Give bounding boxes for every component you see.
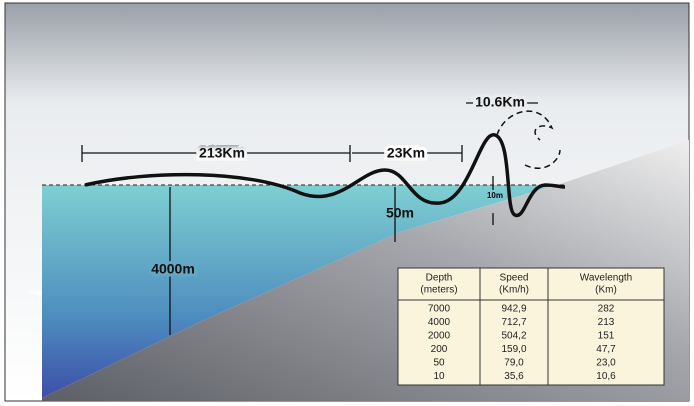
table-cell: 10 — [433, 371, 445, 382]
table-cell: 282 — [598, 304, 615, 315]
wave-height-shore: 10m — [487, 191, 503, 200]
table-cell: 47,7 — [596, 344, 616, 355]
table-cell: 23,0 — [596, 358, 616, 369]
table-header: Wavelength — [580, 273, 632, 284]
table-cell: 151 — [598, 331, 615, 342]
distance-long: 213Km — [199, 145, 245, 161]
table-cell: 35,6 — [504, 371, 524, 382]
table-cell: 50 — [433, 358, 445, 369]
table-cell: 4000 — [428, 317, 451, 328]
table-cell: 7000 — [428, 304, 451, 315]
dimension-lines — [81, 102, 538, 335]
table-cell: 159,0 — [501, 344, 526, 355]
table-header: Depth — [426, 273, 453, 284]
table-cell: 213 — [598, 317, 615, 328]
data-table — [397, 267, 665, 386]
ocean-depth: 4000m — [151, 261, 195, 277]
table-cell: 200 — [431, 344, 448, 355]
table-header: Speed — [500, 273, 529, 284]
table-cell: 2000 — [428, 331, 451, 342]
table-header: (meters) — [420, 285, 457, 296]
table-cell: 712,7 — [501, 317, 526, 328]
table-cell: 10,6 — [596, 371, 616, 382]
wave-height-shelf: 50m — [386, 205, 414, 221]
table-header: (Km/h) — [499, 285, 529, 296]
table-cell: 504,2 — [501, 331, 526, 342]
table-cell: 79,0 — [504, 358, 524, 369]
breaking-wave — [496, 110, 561, 170]
table-cell: 942,9 — [501, 304, 526, 315]
distance-short: 23Km — [387, 145, 425, 161]
wave — [84, 133, 566, 217]
wavelength-crest: 10.6Km — [475, 94, 525, 110]
table-header: (Km) — [595, 285, 617, 296]
marker — [28, 290, 42, 296]
